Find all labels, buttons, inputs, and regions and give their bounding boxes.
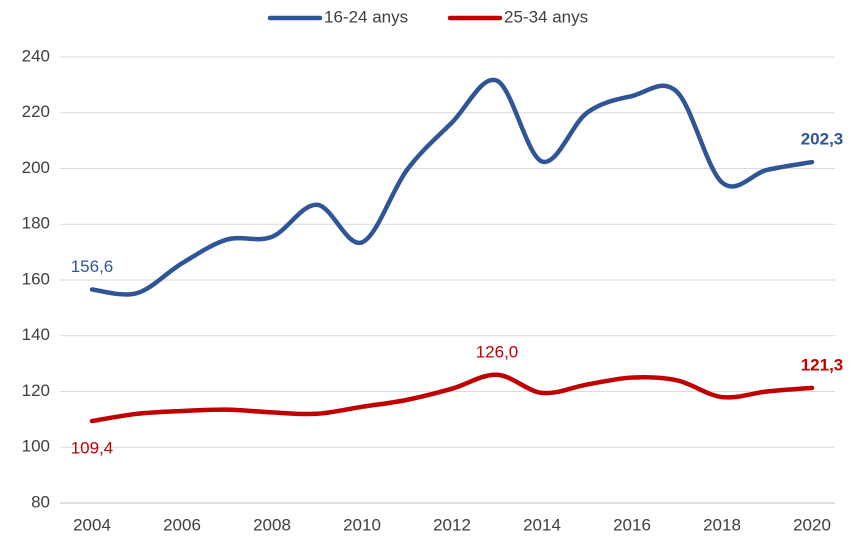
data-label: 109,4: [71, 439, 114, 458]
line-series: [89, 77, 815, 297]
data-label: 126,0: [476, 342, 519, 361]
x-tick-label: 2020: [793, 515, 831, 534]
y-tick-label: 200: [22, 158, 50, 177]
line-series: [89, 372, 815, 424]
y-tick-label: 120: [22, 381, 50, 400]
y-tick-label: 220: [22, 102, 50, 121]
y-tick-label: 180: [22, 214, 50, 233]
x-tick-label: 2006: [163, 515, 201, 534]
legend-label: 16-24 anys: [324, 7, 408, 26]
y-tick-label: 160: [22, 269, 50, 288]
legend-label: 25-34 anys: [504, 7, 588, 26]
data-label: 156,6: [71, 257, 114, 276]
y-tick-label: 80: [31, 492, 50, 511]
x-tick-label: 2018: [703, 515, 741, 534]
x-tick-label: 2008: [253, 515, 291, 534]
y-tick-label: 140: [22, 325, 50, 344]
y-tick-label: 240: [22, 46, 50, 65]
x-tick-label: 2014: [523, 515, 561, 534]
x-tick-label: 2016: [613, 515, 651, 534]
x-tick-label: 2012: [433, 515, 471, 534]
data-label: 202,3: [801, 130, 844, 149]
y-tick-label: 100: [22, 437, 50, 456]
x-tick-label: 2004: [73, 515, 111, 534]
data-label: 121,3: [801, 355, 844, 374]
x-tick-label: 2010: [343, 515, 381, 534]
